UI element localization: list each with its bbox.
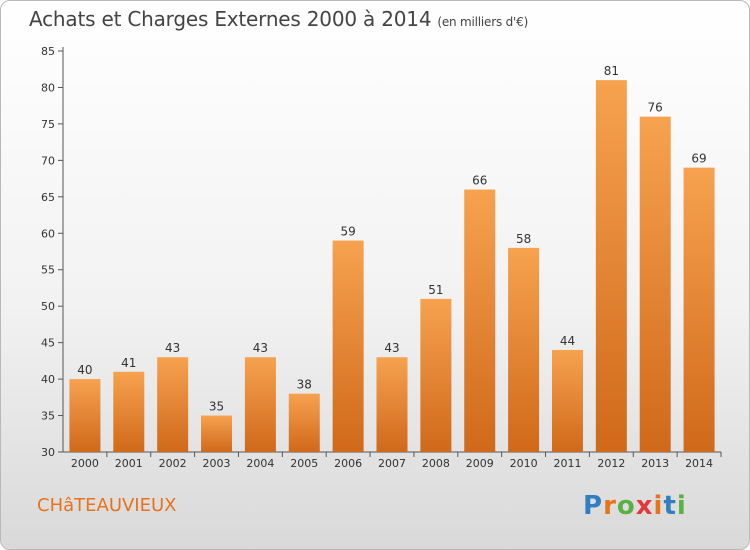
bar [201, 415, 233, 452]
y-tick-label: 85 [41, 45, 55, 58]
x-tick-label: 2010 [510, 457, 538, 470]
commune-name: CHâTEAUVIEUX [37, 495, 177, 516]
data-label: 51 [428, 283, 443, 297]
data-label: 58 [516, 232, 531, 246]
x-tick-label: 2005 [290, 457, 318, 470]
data-label: 76 [648, 101, 663, 115]
data-label: 44 [560, 334, 575, 348]
y-tick-label: 65 [41, 191, 55, 204]
bar [113, 371, 145, 452]
bar [551, 349, 583, 452]
x-tick-label: 2000 [71, 457, 99, 470]
x-tick-label: 2006 [334, 457, 362, 470]
y-tick-label: 80 [41, 81, 55, 94]
data-label: 43 [384, 341, 399, 355]
logo-letter: t [663, 491, 677, 521]
data-label: 41 [121, 356, 136, 370]
x-tick-label: 2007 [378, 457, 406, 470]
y-tick-label: 70 [41, 154, 55, 167]
data-label: 43 [165, 341, 180, 355]
x-tick-label: 2011 [553, 457, 581, 470]
x-tick-label: 2009 [466, 457, 494, 470]
value-labels: 40 41 43 35 43 38 59 43 51 66 58 44 81 76 69 [77, 64, 706, 413]
bar [639, 116, 671, 453]
bar [157, 357, 189, 452]
bar [508, 247, 540, 452]
y-tick-label: 50 [41, 300, 55, 313]
logo-letter: r [603, 491, 617, 521]
y-tick-label: 30 [41, 446, 55, 459]
x-tick-label: 2013 [641, 457, 669, 470]
data-label: 43 [253, 341, 268, 355]
y-tick-label: 60 [41, 227, 55, 240]
x-tick-label: 2004 [246, 457, 274, 470]
bars [69, 80, 715, 453]
data-label: 38 [297, 378, 312, 392]
bar [288, 393, 320, 452]
bar [69, 379, 101, 452]
bar [420, 298, 452, 452]
x-tick-label: 2012 [597, 457, 625, 470]
data-label: 35 [209, 400, 224, 414]
x-tick-label: 2002 [159, 457, 187, 470]
data-label: 81 [604, 64, 619, 78]
bar [595, 80, 627, 452]
data-label: 66 [472, 174, 487, 188]
y-tick-label: 40 [41, 373, 55, 386]
y-tick-label: 55 [41, 264, 55, 277]
bar [683, 167, 715, 452]
bar [332, 240, 364, 452]
chart-subtitle: (en milliers d'€) [437, 15, 529, 29]
logo-letter: P [583, 491, 604, 521]
y-tick-label: 35 [41, 410, 55, 423]
logo-letter: i [676, 491, 687, 521]
data-label: 59 [340, 225, 355, 239]
chart-title-text: Achats et Charges Externes 2000 à 2014 [29, 7, 432, 31]
logo-letter: x [635, 491, 654, 521]
y-tick-label: 45 [41, 337, 55, 350]
data-label: 69 [691, 152, 706, 166]
x-tick-label: 2008 [422, 457, 450, 470]
x-tick-label: 2003 [203, 457, 231, 470]
logo-letter: i [653, 491, 664, 521]
x-tick-label: 2001 [115, 457, 143, 470]
proxiti-logo[interactable]: Proxiti [583, 491, 687, 521]
data-label: 40 [77, 363, 92, 377]
bar [464, 189, 496, 452]
logo-letter: o [616, 491, 636, 521]
y-tick-label: 75 [41, 118, 55, 131]
bar [376, 357, 408, 452]
chart-title: Achats et Charges Externes 2000 à 2014 (e… [29, 7, 528, 31]
bar [244, 357, 276, 452]
x-tick-label: 2014 [685, 457, 713, 470]
axes: 30 35 40 45 50 55 60 65 70 75 80 85 2000 2001 2002 2003… [41, 45, 722, 470]
